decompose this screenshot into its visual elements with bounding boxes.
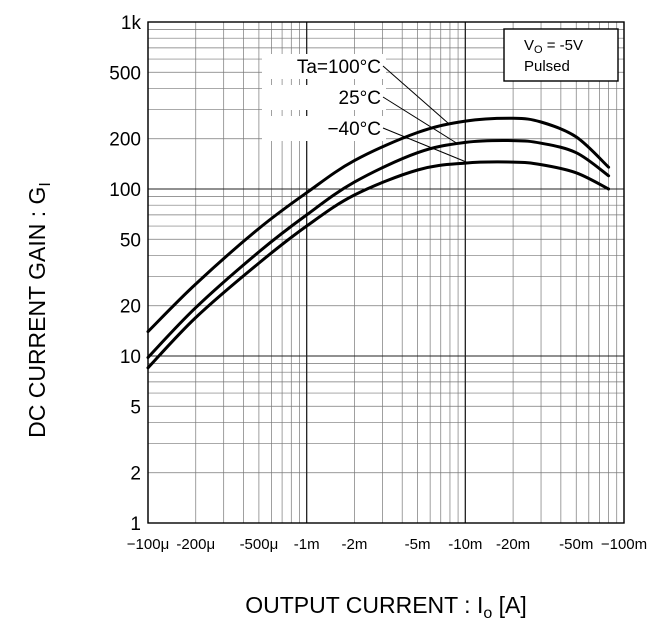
condition-box: VO = -5V Pulsed — [503, 28, 619, 82]
gain-curve-series-3 — [146, 160, 611, 370]
curve-leader-line — [382, 127, 469, 164]
y-tick-label: 20 — [120, 297, 141, 318]
y-axis-title: DC CURRENT GAIN : GI — [24, 182, 54, 438]
x-tick-label: −100m — [601, 536, 647, 553]
plot-frame — [147, 21, 625, 524]
gain-curves — [146, 116, 611, 370]
y-tick-label: 1 — [130, 514, 141, 535]
x-tick-label: −100μ — [127, 536, 169, 553]
gain-curve-series-1 — [146, 116, 611, 334]
y-tick-label: 200 — [109, 130, 141, 151]
y-tick-label: 2 — [130, 464, 141, 485]
x-tick-label: -200μ — [176, 536, 215, 553]
x-tick-label: -500μ — [240, 536, 279, 553]
condition-vo: VO = -5V — [524, 37, 583, 56]
y-tick-label: 1k — [121, 13, 142, 34]
gain-curve-series-2 — [146, 139, 611, 359]
x-axis-ticks: −100μ -200μ -500μ -1m -2m -5m -10m -20m -50m −100… — [127, 536, 647, 553]
x-tick-label: -1m — [294, 536, 320, 553]
curve-label-bg — [262, 116, 386, 141]
y-tick-label: 100 — [109, 180, 141, 201]
y-tick-label: 50 — [120, 230, 141, 251]
curve-leader-line — [382, 96, 459, 145]
curve-label-1: Ta=100°C — [297, 57, 381, 78]
curve-leader-line — [382, 65, 451, 126]
curve-label-bg — [262, 54, 386, 79]
y-tick-label: 10 — [120, 347, 141, 368]
x-axis-title: OUTPUT CURRENT : Io [A] — [245, 592, 527, 622]
y-axis-ticks: 1k 500 200 100 50 20 10 5 2 1 — [109, 13, 141, 535]
x-tick-label: -2m — [342, 536, 368, 553]
curve-label-bg — [262, 85, 386, 110]
y-tick-label: 500 — [109, 63, 141, 84]
y-tick-label: 5 — [130, 397, 141, 418]
x-tick-label: -10m — [448, 536, 482, 553]
condition-pulsed: Pulsed — [524, 58, 570, 75]
curve-label-3: −40°C — [327, 119, 381, 140]
x-tick-label: -20m — [496, 536, 530, 553]
x-tick-label: -50m — [559, 536, 593, 553]
x-tick-label: -5m — [405, 536, 431, 553]
curve-label-2: 25°C — [339, 88, 381, 109]
curve-labels: Ta=100°C 25°C −40°C — [262, 54, 469, 164]
